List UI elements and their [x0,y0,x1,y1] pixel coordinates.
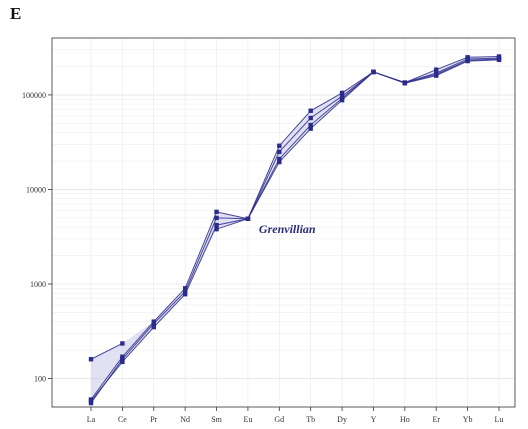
y-tick-label: 10000 [26,185,46,194]
data-point [120,341,125,346]
x-tick-label: Ce [118,415,127,424]
y-tick-label: 1000 [30,280,46,289]
data-point [120,357,125,362]
panel-label: E [10,4,22,23]
data-point [371,69,376,75]
x-tick-label: Nd [180,415,190,424]
data-point [182,286,188,291]
data-point [277,143,282,148]
data-point [308,115,313,121]
data-point [308,126,313,131]
data-point [151,324,156,330]
y-tick-label: 100000 [22,91,46,100]
data-point [120,354,125,359]
series-line [216,59,500,230]
series [88,54,502,406]
data-point [214,209,219,215]
x-tick-label: La [87,415,96,424]
data-point [120,359,125,365]
data-point [214,215,219,221]
x-tick-label: Sm [211,415,222,424]
series-line [90,55,500,400]
data-point [339,90,345,96]
grid [52,37,515,407]
x-tick-label: Ho [400,415,410,424]
data-point [402,81,408,86]
data-point [465,58,470,64]
data-point [277,149,282,155]
data-point [214,222,219,228]
data-point [151,321,156,326]
x-tick-label: Dy [337,415,347,424]
x-tick-label: Tb [306,415,315,424]
x-axis: La Ce Pr Nd Sm Eu Gd Tb Dy Y Ho Er Yb Lu [87,407,504,424]
data-point [88,398,94,404]
x-tick-label: Er [432,415,440,424]
data-point [214,226,219,232]
data-point [182,292,188,297]
x-tick-label: Pr [150,415,157,424]
data-point [434,73,439,78]
series-line [90,58,500,402]
x-tick-label: Y [371,415,377,424]
grenvillian-annotation: Grenvillian [259,222,316,236]
x-tick-label: Eu [243,415,252,424]
series-line [90,57,500,404]
data-point [277,159,282,165]
x-tick-label: Gd [274,415,284,424]
series-line [90,343,123,360]
data-point [308,108,313,113]
data-point [245,216,251,221]
y-tick-label: 100 [34,375,46,384]
data-point [277,156,282,162]
data-point [496,57,502,63]
data-point [88,357,94,362]
data-point [339,97,345,103]
x-tick-label: Yb [463,415,473,424]
data-point [182,289,188,294]
data-point [434,67,439,72]
data-point [308,122,313,128]
plot-frame [51,37,516,408]
x-tick-label: Lu [495,415,504,424]
y-axis: 100 1000 10000 100000 [22,91,52,384]
